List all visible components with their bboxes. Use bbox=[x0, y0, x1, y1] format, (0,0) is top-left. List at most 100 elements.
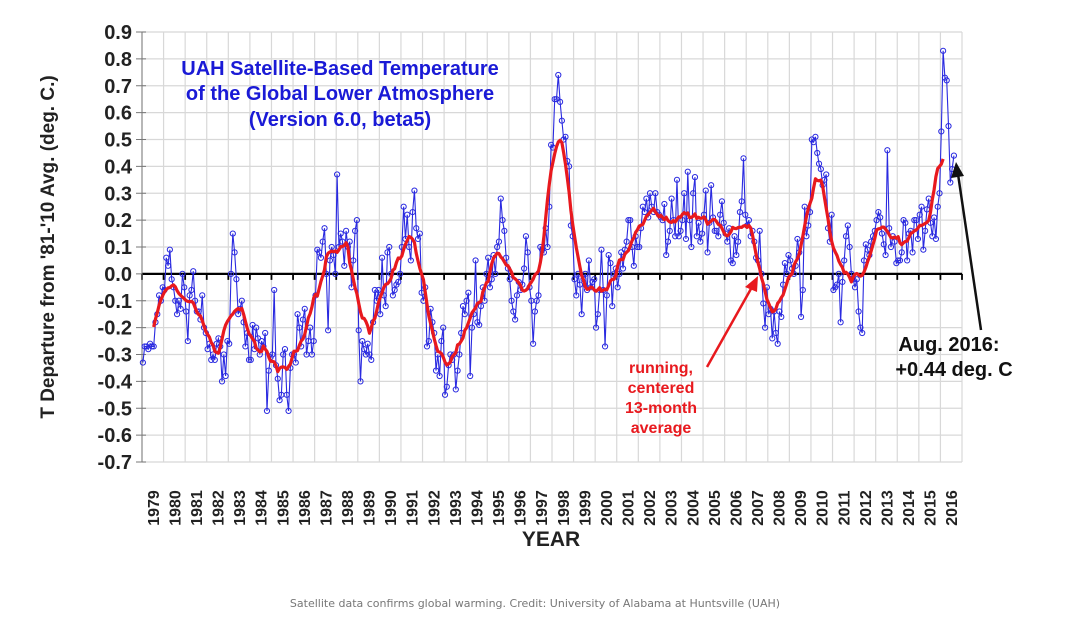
monthly-point bbox=[690, 190, 697, 197]
monthly-point bbox=[310, 337, 317, 345]
monthly-point bbox=[456, 351, 463, 358]
y-tick-label: 0.2 bbox=[104, 210, 132, 232]
y-tick-label: 0.4 bbox=[104, 156, 133, 178]
monthly-point bbox=[769, 335, 776, 342]
monthly-point bbox=[413, 225, 420, 232]
monthly-point bbox=[835, 270, 842, 277]
monthly-point bbox=[797, 313, 805, 320]
monthly-point bbox=[627, 217, 634, 224]
monthly-point bbox=[724, 238, 731, 245]
x-tick-label: 2002 bbox=[642, 490, 659, 526]
monthly-point bbox=[423, 343, 431, 350]
monthly-point bbox=[231, 249, 238, 256]
monthly-point bbox=[551, 96, 558, 103]
monthly-point bbox=[555, 71, 562, 79]
monthly-point bbox=[334, 171, 341, 178]
chart-title: UAH Satellite-Based Temperature of the G… bbox=[181, 58, 499, 131]
monthly-point bbox=[362, 351, 369, 358]
monthly-point bbox=[355, 327, 362, 334]
x-tick-label: 2010 bbox=[815, 490, 832, 526]
y-tick-label: 0.8 bbox=[104, 49, 132, 71]
x-tick-label: 1986 bbox=[297, 490, 314, 526]
monthly-point bbox=[492, 270, 499, 277]
monthly-point bbox=[887, 243, 895, 251]
monthly-point bbox=[411, 187, 418, 194]
monthly-point bbox=[296, 324, 303, 331]
monthly-point bbox=[623, 238, 630, 245]
monthly-point bbox=[720, 219, 727, 226]
monthly-point bbox=[513, 292, 521, 299]
monthly-point bbox=[332, 270, 339, 277]
monthly-point bbox=[199, 292, 206, 299]
x-tick-label: 1988 bbox=[340, 490, 357, 526]
monthly-point bbox=[778, 313, 785, 320]
monthly-point bbox=[814, 149, 821, 157]
monthly-point bbox=[166, 246, 173, 253]
monthly-point bbox=[182, 308, 190, 315]
monthly-point bbox=[882, 251, 889, 259]
monthly-point bbox=[190, 268, 197, 275]
running-average-line bbox=[152, 138, 945, 374]
monthly-point bbox=[738, 198, 745, 205]
monthly-point bbox=[950, 152, 958, 159]
monthly-point bbox=[641, 208, 648, 216]
x-tick-label: 1993 bbox=[448, 490, 465, 526]
monthly-point bbox=[693, 233, 700, 240]
monthly-point bbox=[904, 257, 911, 264]
monthly-point bbox=[679, 217, 686, 224]
monthly-point bbox=[598, 246, 605, 253]
monthly-point bbox=[578, 311, 585, 318]
monthly-point bbox=[936, 190, 943, 197]
monthly-point bbox=[316, 249, 323, 256]
monthly-point bbox=[774, 340, 781, 347]
monthly-point bbox=[823, 171, 830, 178]
monthly-point bbox=[681, 190, 688, 197]
x-tick-label: 1982 bbox=[211, 490, 228, 526]
monthly-point bbox=[177, 305, 184, 312]
monthly-point bbox=[438, 337, 445, 345]
monthly-point bbox=[494, 243, 501, 251]
monthly-point bbox=[776, 308, 783, 315]
monthly-point bbox=[812, 133, 819, 140]
monthly-point bbox=[761, 324, 769, 331]
monthly-point bbox=[220, 351, 227, 358]
monthly-point bbox=[817, 165, 824, 173]
monthly-point bbox=[371, 286, 378, 294]
monthly-point bbox=[416, 230, 423, 237]
x-tick-label: 2000 bbox=[599, 490, 616, 526]
x-tick-label: 2001 bbox=[621, 490, 638, 526]
monthly-point bbox=[343, 227, 350, 234]
monthly-point bbox=[414, 235, 422, 243]
monthly-point bbox=[562, 133, 569, 140]
monthly-point bbox=[711, 227, 718, 234]
monthly-point bbox=[454, 367, 461, 374]
monthly-point bbox=[400, 203, 407, 210]
x-tick-label: 1997 bbox=[534, 490, 551, 526]
monthly-point bbox=[351, 227, 359, 234]
chart-grid bbox=[141, 31, 963, 463]
monthly-point bbox=[148, 343, 155, 350]
monthly-point bbox=[691, 174, 699, 181]
x-tick-label: 1979 bbox=[146, 490, 163, 526]
monthly-point bbox=[592, 324, 600, 331]
monthly-point bbox=[765, 311, 772, 318]
monthly-point bbox=[639, 203, 646, 210]
monthly-point bbox=[175, 297, 182, 304]
monthly-point bbox=[477, 303, 485, 310]
monthly-point bbox=[283, 391, 290, 398]
monthly-point bbox=[280, 351, 287, 358]
annotation-latest-line-1: Aug. 2016: bbox=[898, 334, 999, 356]
x-tick-label: 1984 bbox=[254, 490, 271, 526]
monthly-point bbox=[760, 300, 767, 307]
monthly-point bbox=[855, 308, 862, 315]
monthly-point bbox=[859, 329, 866, 337]
monthly-point bbox=[853, 276, 860, 283]
monthly-point bbox=[188, 286, 195, 294]
x-tick-label: 2013 bbox=[879, 490, 896, 526]
x-tick-label: 1980 bbox=[167, 490, 184, 526]
monthly-point bbox=[943, 77, 950, 84]
y-tick-label: -0.7 bbox=[98, 452, 132, 474]
monthly-point bbox=[463, 297, 470, 304]
x-tick-label: 1996 bbox=[513, 490, 530, 526]
monthly-point bbox=[245, 356, 253, 363]
